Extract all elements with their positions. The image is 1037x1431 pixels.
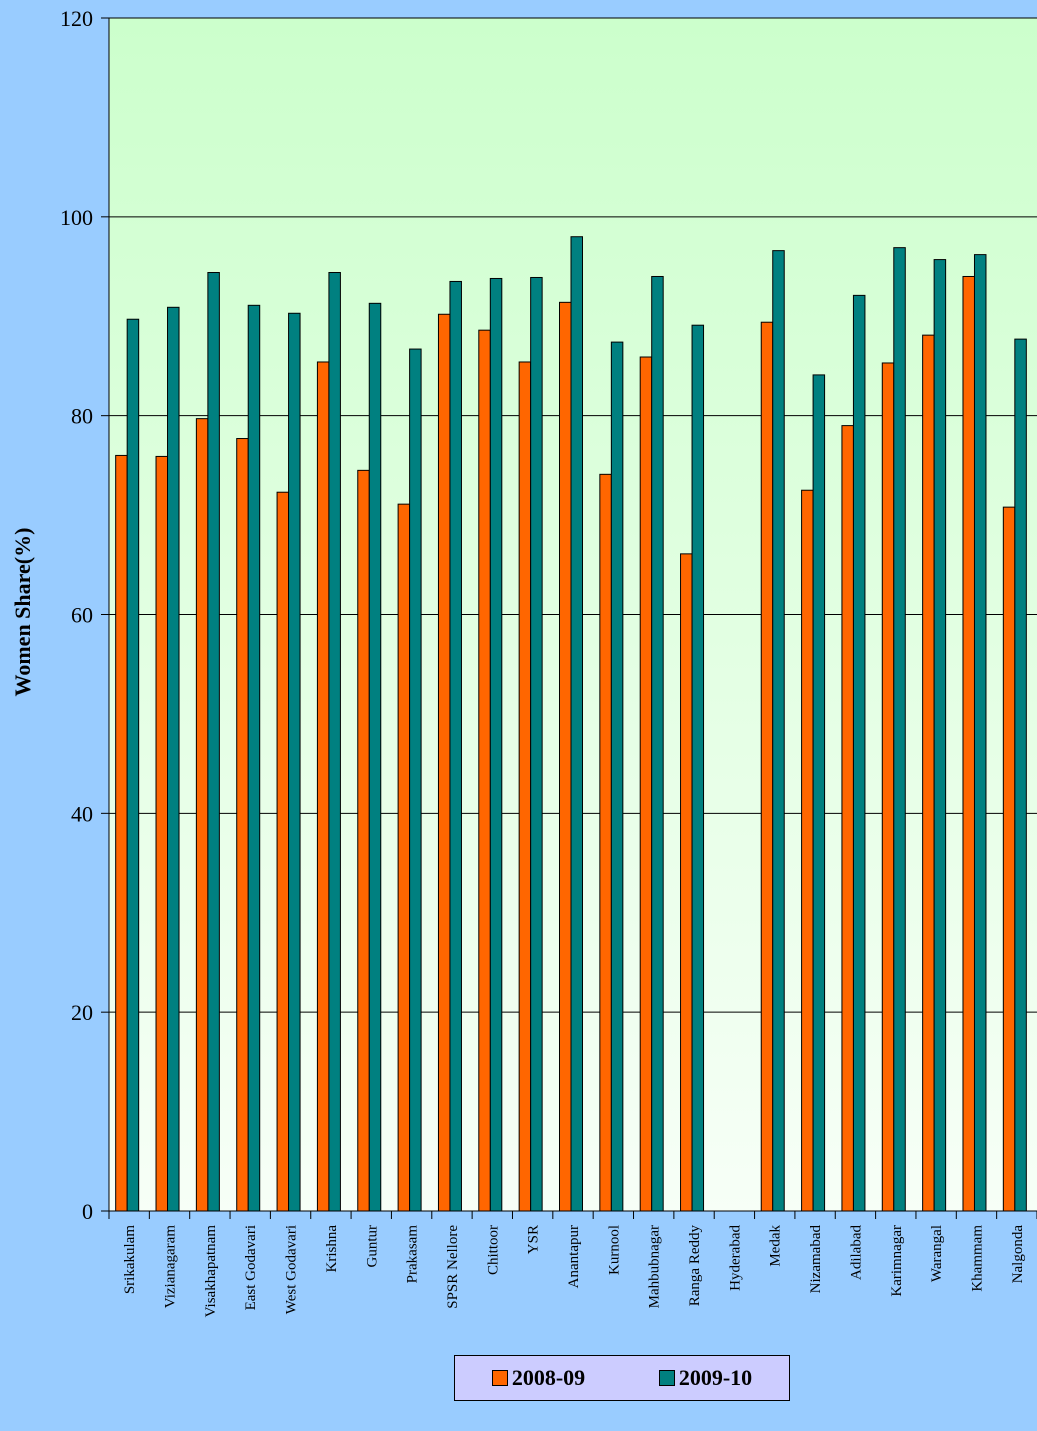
bar-2009-10-ranga-reddy <box>691 324 705 1212</box>
legend-swatch-2008-09 <box>491 1370 508 1386</box>
bar-2009-10-ysr <box>530 276 543 1212</box>
bar-2008-09-srikakulam <box>115 454 128 1212</box>
bar-2009-10-karimnagar <box>893 247 906 1212</box>
x-tick-label-visakhapatnam: Visakhapatnam <box>203 1225 219 1318</box>
x-tick-label-warangal: Warangal <box>929 1225 945 1282</box>
bar-2009-10-srikakulam <box>126 318 140 1212</box>
x-tick-label-east-godavari: East Godavari <box>243 1225 259 1310</box>
bar-2009-10-vizianagaram <box>167 306 180 1212</box>
bar-2009-10-krishna <box>328 272 341 1212</box>
bar-2009-10-khammam <box>973 254 987 1212</box>
y-tick-label-120: 120 <box>60 6 93 31</box>
bar-2009-10-west-godavari <box>288 312 301 1212</box>
bar-2009-10-kurnool <box>610 341 624 1212</box>
bar-2008-09-ysr <box>518 361 532 1212</box>
bar-2008-09-ranga-reddy <box>680 553 693 1212</box>
bar-2009-10-anantapur <box>570 236 583 1212</box>
legend-label-2008-09: 2008-09 <box>511 1365 586 1390</box>
bar-2009-10-prakasam <box>409 348 422 1212</box>
legend-item-2009-10: 2009-10 <box>658 1365 753 1391</box>
bar-2009-10-nalgonda <box>1014 338 1027 1212</box>
legend: 2008-09 2009-10 <box>454 1355 790 1401</box>
bar-2008-09-nizamabad <box>801 489 814 1212</box>
bar-2009-10-visakhapatnam <box>207 272 220 1212</box>
x-tick-label-nizamabad: Nizamabad <box>808 1225 824 1294</box>
bars <box>115 236 1027 1212</box>
bar-2008-09-nalgonda <box>1002 506 1016 1212</box>
bar-2008-09-mahbubnagar <box>639 356 653 1212</box>
bar-2009-10-mahbubnagar <box>651 275 664 1212</box>
bar-2008-09-visakhapatnam <box>195 418 209 1212</box>
bar-2009-10-guntur <box>368 302 382 1212</box>
bar-2008-09-adilabad <box>841 425 854 1212</box>
x-tick-label-anantapur: Anantapur <box>566 1225 582 1288</box>
x-tick-label-chittoor: Chittoor <box>485 1225 501 1275</box>
bar-2008-09-kurnool <box>599 473 612 1212</box>
x-tick-label-adilabad: Adilabad <box>848 1225 864 1280</box>
x-tick-label-hyderabad: Hyderabad <box>727 1225 743 1291</box>
bar-2008-09-vizianagaram <box>155 455 169 1212</box>
y-tick-label-0: 0 <box>82 1199 93 1224</box>
bar-2008-09-warangal <box>922 334 935 1212</box>
bar-2008-09-guntur <box>357 469 370 1212</box>
x-tick-label-srikakulam: Srikakulam <box>122 1225 138 1294</box>
y-tick-label-100: 100 <box>60 205 93 230</box>
y-tick-label-20: 20 <box>71 1000 93 1025</box>
x-tick-label-krishna: Krishna <box>324 1225 340 1273</box>
bar-2008-09-anantapur <box>559 301 572 1212</box>
y-tick-label-60: 60 <box>71 603 93 628</box>
bar-2009-10-warangal <box>933 259 947 1212</box>
bar-2008-09-prakasam <box>397 503 411 1212</box>
bar-2008-09-spsr-nellore <box>437 313 451 1212</box>
x-tick-label-mahbubnagar: Mahbubnagar <box>647 1225 663 1308</box>
x-tick-label-nalgonda: Nalgonda <box>1010 1225 1026 1284</box>
bar-2009-10-nizamabad <box>812 374 826 1212</box>
x-tick-label-medak: Medak <box>768 1225 784 1267</box>
bar-2009-10-east-godavari <box>247 304 261 1212</box>
bar-2008-09-east-godavari <box>236 438 249 1212</box>
legend-swatch-2009-10 <box>658 1370 675 1386</box>
bar-2009-10-chittoor <box>489 277 503 1212</box>
x-tick-label-ranga-reddy: Ranga Reddy <box>687 1225 703 1307</box>
bar-2008-09-west-godavari <box>276 491 290 1212</box>
bar-2008-09-chittoor <box>478 329 491 1212</box>
x-tick-label-guntur: Guntur <box>364 1225 380 1268</box>
x-tick-label-spsr-nellore: SPSR Nellore <box>445 1225 461 1309</box>
bar-2009-10-medak <box>772 250 785 1212</box>
bar-2008-09-khammam <box>962 275 975 1212</box>
x-tick-labels: Srikakulam Vizianagaram Visakhapatnam East … <box>122 1225 1026 1318</box>
bar-2008-09-medak <box>760 321 774 1212</box>
y-tick-label-40: 40 <box>71 801 93 826</box>
x-tick-label-khammam: Khammam <box>969 1225 985 1292</box>
x-tick-label-kurnool: Kurnool <box>606 1225 622 1275</box>
y-axis-title: Women Share(%) <box>10 528 35 697</box>
bar-2008-09-krishna <box>316 361 330 1212</box>
x-tick-label-prakasam: Prakasam <box>405 1225 421 1284</box>
legend-label-2009-10: 2009-10 <box>678 1365 753 1390</box>
x-tick-label-ysr: YSR <box>526 1225 542 1254</box>
bar-2008-09-karimnagar <box>881 362 895 1212</box>
y-tick-labels: 0 20 40 60 80 100 120 <box>60 6 93 1224</box>
legend-item-2008-09: 2008-09 <box>491 1365 586 1391</box>
x-tick-label-vizianagaram: Vizianagaram <box>163 1225 179 1309</box>
bar-2009-10-adilabad <box>852 294 866 1212</box>
x-tick-label-karimnagar: Karimnagar <box>889 1225 905 1297</box>
y-tick-label-80: 80 <box>71 404 93 429</box>
axes <box>101 17 1037 1219</box>
bar-2009-10-spsr-nellore <box>449 280 462 1212</box>
x-tick-label-west-godavari: West Godavari <box>284 1225 300 1314</box>
